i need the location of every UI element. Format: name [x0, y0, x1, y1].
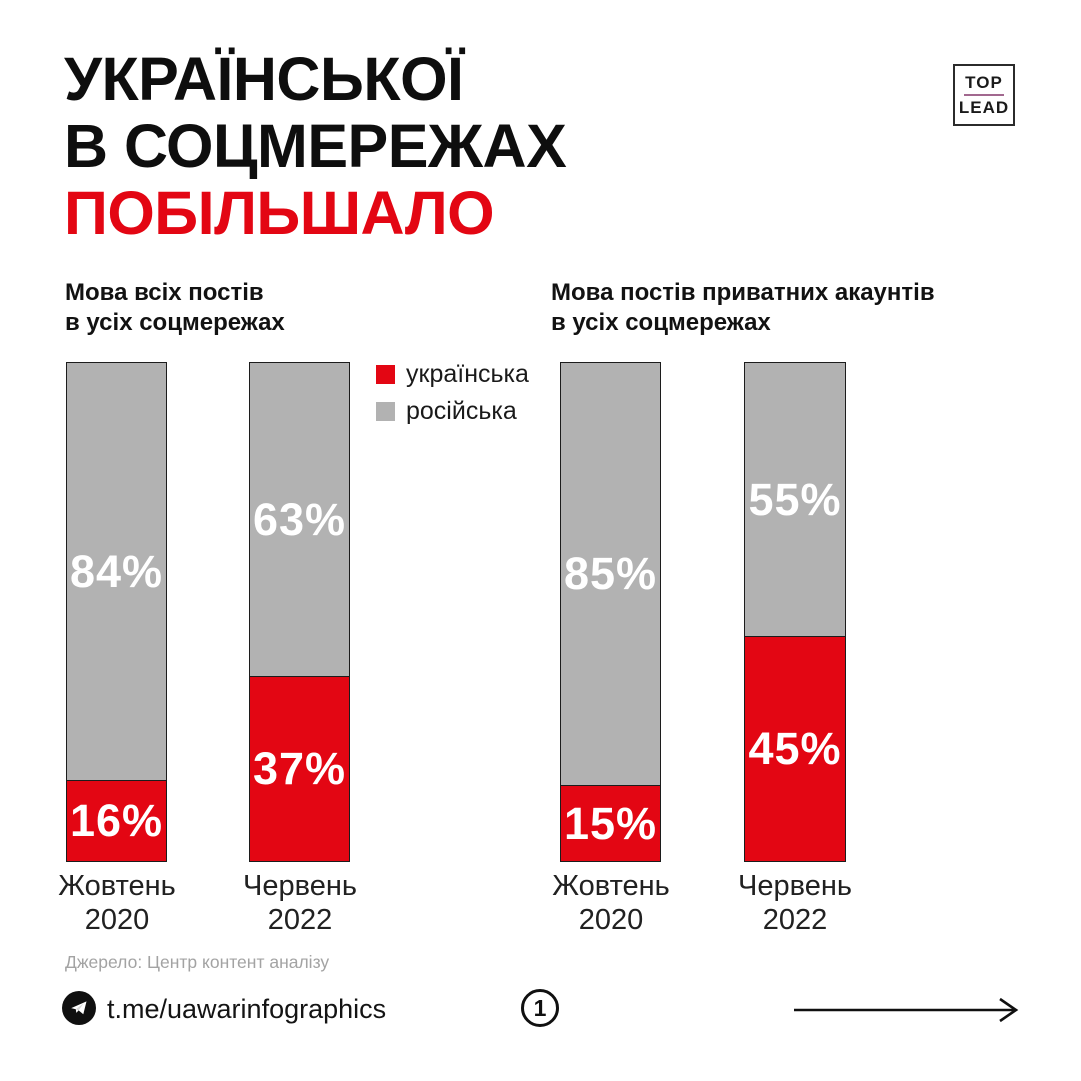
axis-label-month: Червень	[738, 870, 852, 902]
bar-segment-ukrainian: 15%	[561, 785, 660, 861]
bar-segment-russian: 55%	[745, 363, 845, 637]
segment-value-label: 84%	[69, 545, 164, 597]
page-title: УКРАЇНСЬКОЇ В СОЦМЕРЕЖАХ ПОБІЛЬШАЛО	[64, 45, 567, 247]
paper-plane-icon	[71, 1001, 87, 1015]
bar-segment-ukrainian: 37%	[250, 676, 349, 861]
legend-swatch-russian	[376, 402, 395, 421]
bar-all-posts-jun-2022: 63% 37%	[249, 362, 350, 862]
title-line-3-accent: ПОБІЛЬШАЛО	[64, 179, 495, 247]
segment-value-label: 55%	[748, 473, 842, 525]
chart-title-private-accounts-line2: в усіх соцмережах	[551, 309, 771, 336]
source-note: Джерело: Центр контент аналізу	[65, 952, 330, 972]
segment-value-label: 15%	[563, 797, 658, 849]
chart-title-private-accounts: Мова постів приватних акаунтів в усіх со…	[551, 278, 935, 338]
segment-value-label: 63%	[252, 493, 347, 545]
next-arrow-icon[interactable]	[790, 996, 1025, 1024]
page-number-badge: 1	[521, 989, 559, 1027]
legend-swatch-ukrainian	[376, 365, 395, 384]
bar-segment-ukrainian: 45%	[745, 636, 845, 861]
segment-value-label: 37%	[252, 743, 347, 795]
chart-title-all-posts-line1: Мова всіх постів	[65, 279, 264, 306]
legend-label-ukrainian: українська	[406, 360, 529, 388]
axis-label-year: 2020	[84, 904, 150, 936]
legend-item-ukrainian: українська	[376, 360, 529, 389]
axis-label-oct-2020-private: Жовтень 2020	[516, 869, 706, 937]
chart-title-private-accounts-line1: Мова постів приватних акаунтів	[551, 279, 935, 306]
bar-segment-russian: 84%	[67, 363, 166, 781]
legend: українська російська	[376, 360, 529, 426]
axis-label-month: Червень	[243, 870, 357, 902]
axis-label-oct-2020: Жовтень 2020	[22, 869, 212, 937]
segment-value-label: 45%	[748, 723, 842, 775]
logo-divider	[964, 94, 1004, 96]
segment-value-label: 85%	[563, 548, 658, 600]
legend-item-russian: російська	[376, 397, 529, 426]
page-number: 1	[533, 994, 547, 1021]
title-line-1: УКРАЇНСЬКОЇ	[64, 45, 464, 113]
toplead-logo: TOP LEAD	[953, 64, 1015, 126]
axis-label-year: 2020	[578, 904, 644, 936]
bar-all-posts-oct-2020: 84% 16%	[66, 362, 167, 862]
bar-segment-russian: 85%	[561, 363, 660, 786]
bar-segment-ukrainian: 16%	[67, 780, 166, 861]
logo-lead-text: LEAD	[958, 98, 1010, 117]
bar-private-posts-oct-2020: 85% 15%	[560, 362, 661, 862]
axis-label-month: Жовтень	[552, 870, 670, 902]
axis-label-jun-2022: Червень 2022	[205, 869, 395, 937]
axis-label-jun-2022-private: Червень 2022	[700, 869, 890, 937]
bar-private-posts-jun-2022: 55% 45%	[744, 362, 846, 862]
title-line-2: В СОЦМЕРЕЖАХ	[64, 112, 567, 180]
telegram-link[interactable]: t.me/uawarinfographics	[107, 994, 387, 1024]
chart-title-all-posts-line2: в усіх соцмережах	[65, 309, 285, 336]
telegram-icon	[62, 991, 96, 1025]
legend-label-russian: російська	[406, 397, 517, 425]
segment-value-label: 16%	[69, 795, 164, 847]
bar-segment-russian: 63%	[250, 363, 349, 677]
axis-label-month: Жовтень	[58, 870, 176, 902]
axis-label-year: 2022	[762, 904, 828, 936]
chart-title-all-posts: Мова всіх постів в усіх соцмережах	[65, 278, 285, 338]
logo-top-text: TOP	[965, 73, 1003, 92]
axis-label-year: 2022	[267, 904, 333, 936]
